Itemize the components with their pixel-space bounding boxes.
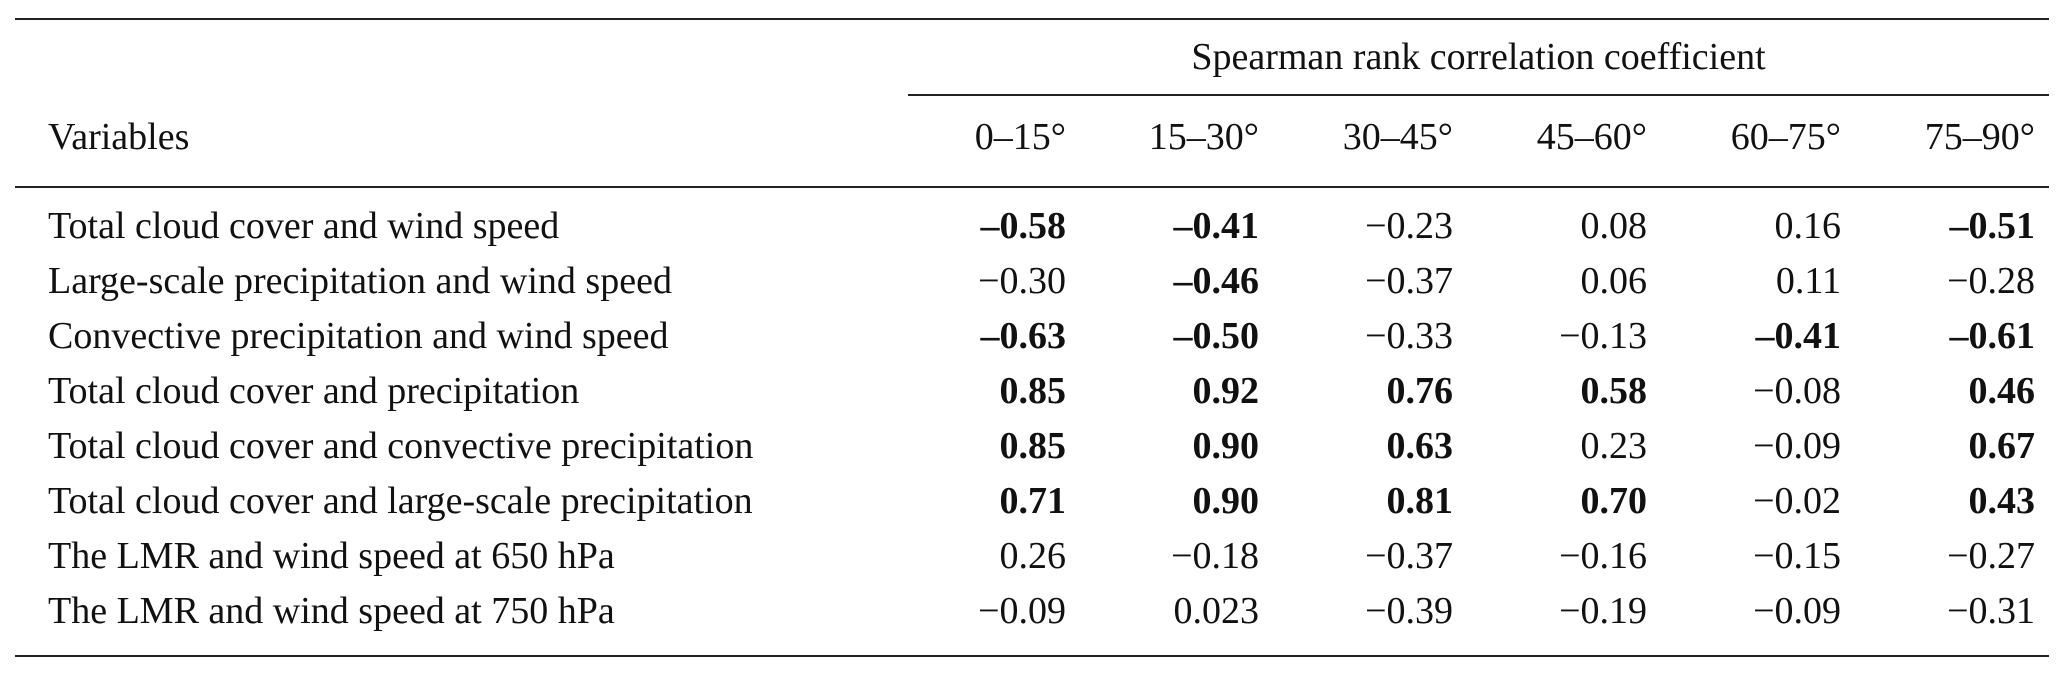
row-label: Convective precipitation and wind speed [48,315,669,357]
row-label: The LMR and wind speed at 650 hPa [48,535,615,577]
table-cell: 0.67 [1968,425,2036,467]
table-cell: −0.39 [1365,590,1453,632]
table-cell: 0.023 [1173,590,1260,632]
header-col: 0–15° [974,116,1066,158]
row-label: Total cloud cover and wind speed [48,205,560,247]
table-cell: −0.09 [978,590,1066,632]
table-cell: 0.71 [999,480,1067,522]
table-cell: 0.81 [1386,480,1454,522]
table-cell: −0.23 [1365,205,1453,247]
table-cell: 0.90 [1192,480,1260,522]
table-cell: 0.90 [1192,425,1260,467]
header-rule [15,186,2049,188]
table-cell: −0.16 [1559,535,1647,577]
table-cell: 0.63 [1386,425,1454,467]
table-row: Total cloud cover and wind speed –0.58 –0.… [15,201,2049,256]
table-cell: 0.06 [1580,260,1648,302]
table-cell: −0.15 [1753,535,1841,577]
table-cell: −0.18 [1171,535,1259,577]
table-top-rule [15,18,2049,20]
table-cell: 0.92 [1192,370,1260,412]
table-cell: –0.41 [1173,205,1260,247]
table-row: Total cloud cover and precipitation 0.85 0… [15,366,2049,421]
table-cell: –0.63 [980,315,1067,357]
table-bottom-rule [15,655,2049,657]
table-cell: −0.28 [1947,260,2035,302]
table-cell: −0.13 [1559,315,1647,357]
table-cell: −0.09 [1753,425,1841,467]
table-cell: –0.58 [980,205,1067,247]
row-label: Total cloud cover and convective precipi… [48,425,754,467]
header-variables: Variables [48,116,190,158]
table-row: Large-scale precipitation and wind speed… [15,256,2049,311]
header-row: Variables 0–15° 15–30° 30–45° 45–60° 60–… [15,112,2049,162]
table-cell: −0.08 [1753,370,1841,412]
table-cell: 0.11 [1775,260,1841,302]
table-row: The LMR and wind speed at 650 hPa 0.26 −0.… [15,531,2049,586]
table-cell: 0.43 [1968,480,2036,522]
table-cell: −0.37 [1365,535,1453,577]
spanner-header: Spearman rank correlation coefficient [1191,36,1766,78]
header-col: 30–45° [1342,116,1453,158]
spanner-rule [908,94,2049,96]
header-col: 60–75° [1730,116,1841,158]
table-row: Convective precipitation and wind speed –… [15,311,2049,366]
table-cell: −0.27 [1947,535,2035,577]
table-cell: −0.09 [1753,590,1841,632]
header-col: 75–90° [1924,116,2035,158]
table-cell: 0.70 [1580,480,1648,522]
table-cell: –0.50 [1173,315,1260,357]
header-col: 45–60° [1536,116,1647,158]
table-cell: −0.30 [978,260,1066,302]
table-cell: 0.23 [1580,425,1648,467]
table-cell: −0.02 [1753,480,1841,522]
table-cell: –0.46 [1173,260,1260,302]
table-cell: 0.46 [1968,370,2036,412]
table-cell: –0.41 [1755,315,1842,357]
table-cell: 0.85 [999,425,1067,467]
row-label: The LMR and wind speed at 750 hPa [48,590,615,632]
table-row: Total cloud cover and convective precipi… [15,421,2049,476]
table-cell: 0.85 [999,370,1067,412]
table-row: Total cloud cover and large-scale precip… [15,476,2049,531]
table-cell: 0.26 [999,535,1067,577]
header-col: 15–30° [1148,116,1259,158]
table-row: The LMR and wind speed at 750 hPa −0.09 0.… [15,586,2049,641]
table-cell: 0.08 [1580,205,1648,247]
row-label: Large-scale precipitation and wind speed [48,260,672,302]
table-cell: −0.33 [1365,315,1453,357]
table-cell: –0.61 [1949,315,2036,357]
table-cell: 0.58 [1580,370,1648,412]
table-cell: −0.19 [1559,590,1647,632]
table-cell: 0.76 [1386,370,1454,412]
table-cell: 0.16 [1774,205,1842,247]
row-label: Total cloud cover and precipitation [48,370,580,412]
row-label: Total cloud cover and large-scale precip… [48,480,753,522]
table-cell: −0.31 [1947,590,2035,632]
table-cell: −0.37 [1365,260,1453,302]
table-cell: –0.51 [1949,205,2036,247]
